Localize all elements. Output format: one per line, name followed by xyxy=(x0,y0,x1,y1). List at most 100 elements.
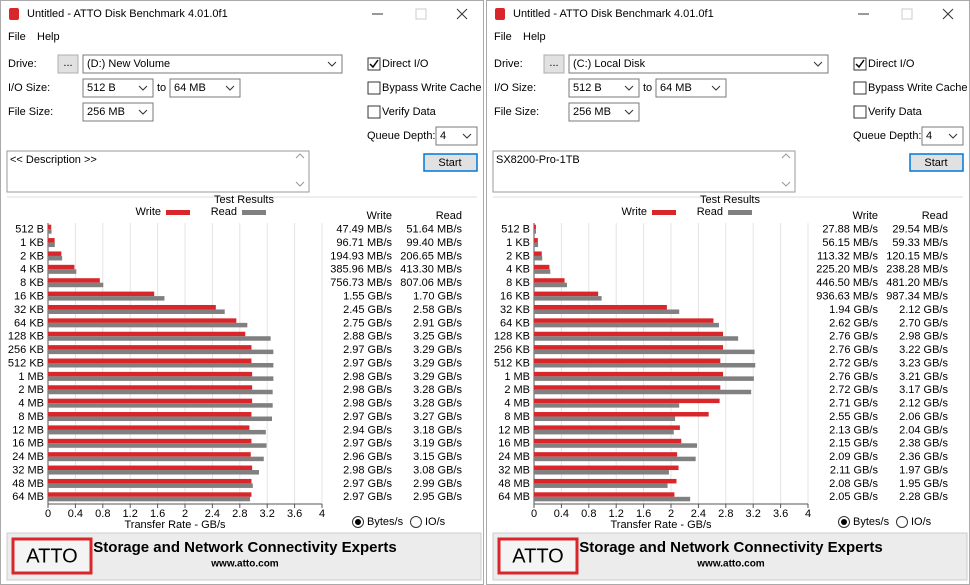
x-tick-label: 0.8 xyxy=(581,508,596,520)
check-mark xyxy=(855,59,865,69)
bar xyxy=(48,278,100,283)
combo-box[interactable] xyxy=(169,78,241,98)
value-label: 2.97 GB/s xyxy=(343,478,392,490)
drive-label: Drive: xyxy=(8,58,37,70)
menu-item[interactable]: Help xyxy=(523,31,546,43)
close-icon[interactable] xyxy=(942,8,954,20)
checkbox-label: Direct I/O xyxy=(382,58,429,70)
bar xyxy=(48,304,216,310)
radio-button[interactable] xyxy=(410,516,422,528)
start-button-label: Start xyxy=(438,157,461,169)
bar xyxy=(48,425,250,430)
combo-box[interactable] xyxy=(568,102,640,122)
dropdown-arrow xyxy=(813,61,823,67)
combo-box[interactable] xyxy=(568,54,829,74)
file-size-label: File Size: xyxy=(8,106,53,118)
value-label: 51.64 MB/s xyxy=(406,224,462,236)
value-label: 3.28 GB/s xyxy=(413,384,462,396)
description-box[interactable] xyxy=(6,150,310,193)
checkbox[interactable] xyxy=(367,81,381,95)
column-header: Read xyxy=(436,210,462,222)
bar xyxy=(48,470,259,475)
browse-button[interactable] xyxy=(543,54,565,74)
value-label: 2.98 GB/s xyxy=(899,331,948,343)
checkbox[interactable] xyxy=(853,57,867,71)
bar xyxy=(534,438,682,444)
combo-box[interactable] xyxy=(82,78,154,98)
combo-box[interactable] xyxy=(921,126,964,146)
combo-box[interactable] xyxy=(82,54,343,74)
column-header: Write xyxy=(853,210,878,222)
value-label: 3.29 GB/s xyxy=(413,371,462,383)
value-label: 2.12 GB/s xyxy=(899,398,948,410)
io-size-to-label: to xyxy=(157,82,166,94)
value-label: 2.97 GB/s xyxy=(343,344,392,356)
browse-button[interactable] xyxy=(57,54,79,74)
radio-button[interactable] xyxy=(896,516,908,528)
x-tick-label: 3.2 xyxy=(260,508,275,520)
start-button[interactable] xyxy=(909,153,964,172)
category-label: 12 MB xyxy=(12,424,44,436)
value-label: 1.94 GB/s xyxy=(829,304,878,316)
combo-box[interactable] xyxy=(82,102,154,122)
maximize-icon[interactable] xyxy=(901,8,913,20)
combo-box[interactable] xyxy=(568,78,640,98)
menu-item[interactable]: File xyxy=(494,31,512,43)
value-label: 2.95 GB/s xyxy=(413,491,462,503)
dropdown-arrow xyxy=(138,85,148,91)
category-label: 64 KB xyxy=(14,317,44,329)
value-label: 2.06 GB/s xyxy=(899,411,948,423)
maximize-icon[interactable] xyxy=(415,8,427,20)
bar xyxy=(534,242,539,248)
value-label: 2.94 GB/s xyxy=(343,424,392,436)
value-label: 238.28 MB/s xyxy=(886,264,948,276)
x-tick-label: 0 xyxy=(531,508,537,520)
category-label: 64 MB xyxy=(12,491,44,503)
category-label: 4 MB xyxy=(504,398,530,410)
checkbox[interactable] xyxy=(853,81,867,95)
description-box[interactable] xyxy=(492,150,796,193)
value-label: 2.05 GB/s xyxy=(829,491,878,503)
bar xyxy=(534,322,719,328)
checkbox[interactable] xyxy=(367,105,381,119)
browse-button-label: ... xyxy=(549,57,558,69)
value-label: 3.29 GB/s xyxy=(413,344,462,356)
bar xyxy=(48,416,272,422)
bar xyxy=(534,269,551,274)
value-label: 99.40 MB/s xyxy=(406,237,462,249)
x-axis-label: Transfer Rate - GB/s xyxy=(124,519,226,531)
category-label: 32 KB xyxy=(14,304,44,316)
category-label: 32 MB xyxy=(12,464,44,476)
menu-item[interactable]: Help xyxy=(37,31,60,43)
legend-swatch xyxy=(242,210,266,215)
checkbox[interactable] xyxy=(367,57,381,71)
bar xyxy=(534,456,696,462)
menu-item[interactable]: File xyxy=(8,31,26,43)
x-tick-label: 1.6 xyxy=(150,508,165,520)
category-label: 128 KB xyxy=(8,331,44,343)
combo-box[interactable] xyxy=(655,78,727,98)
category-label: 16 MB xyxy=(12,438,44,450)
start-button[interactable] xyxy=(423,153,478,172)
bar xyxy=(534,376,754,381)
close-icon[interactable] xyxy=(456,8,468,20)
bar xyxy=(48,349,274,355)
value-label: 756.73 MB/s xyxy=(330,277,392,289)
value-label: 2.76 GB/s xyxy=(829,371,878,383)
bar xyxy=(534,465,679,471)
bar xyxy=(48,452,251,457)
checkbox-label: Bypass Write Cache xyxy=(868,82,967,94)
bar xyxy=(534,412,709,417)
category-label: 1 MB xyxy=(504,371,530,383)
bar xyxy=(534,429,674,435)
x-tick-label: 2.8 xyxy=(718,508,733,520)
io-size-label: I/O Size: xyxy=(494,82,536,94)
checkbox[interactable] xyxy=(853,105,867,119)
category-label: 32 KB xyxy=(500,304,530,316)
value-label: 2.72 GB/s xyxy=(829,357,878,369)
combo-box[interactable] xyxy=(435,126,478,146)
category-label: 64 KB xyxy=(500,317,530,329)
bar xyxy=(48,478,252,484)
